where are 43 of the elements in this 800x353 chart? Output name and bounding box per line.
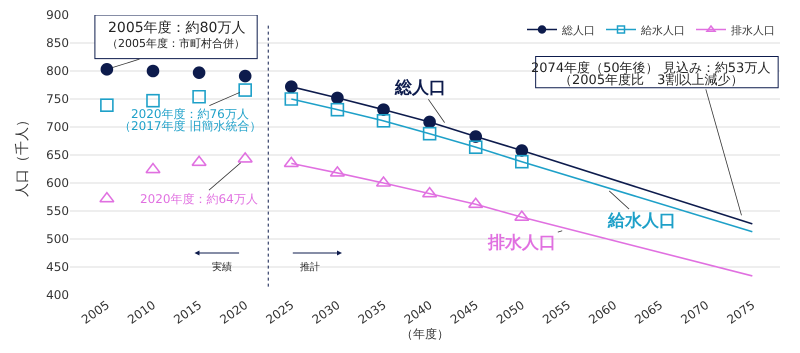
legend-label: 総人口 (561, 24, 595, 37)
annotation: （2017年度 旧簡水統合） (119, 119, 262, 133)
annotation: 2020年度：約64万人 (140, 192, 258, 206)
point (192, 90, 206, 104)
y-tick-label: 900 (46, 8, 69, 22)
point (515, 154, 529, 169)
annotation: 2020年度：約76万人 (131, 107, 249, 121)
point (192, 66, 206, 79)
y-axis-title: 人口（千人） (14, 113, 31, 197)
y-tick-label: 600 (46, 176, 69, 190)
point (376, 114, 390, 128)
point (330, 102, 344, 116)
point (284, 92, 298, 106)
annotation: 実績 (212, 261, 232, 273)
y-tick-label: 800 (46, 64, 69, 78)
point (468, 197, 484, 208)
legend-label: 給水人口 (640, 24, 685, 37)
y-tick-label: 650 (46, 148, 69, 162)
point (238, 83, 252, 97)
point (100, 63, 114, 76)
annotation: 推計 (300, 261, 320, 273)
point (468, 140, 483, 154)
point (191, 155, 207, 166)
y-tick-label: 750 (46, 92, 69, 106)
y-tick-label: 550 (46, 204, 69, 218)
annotation: 総人口 (394, 78, 446, 98)
point (285, 80, 298, 93)
annotation: 排水人口 (487, 233, 556, 253)
annotation: （2005年度：市町村合併） (107, 37, 245, 50)
legend-label: 排水人口 (731, 24, 775, 37)
y-tick-label: 450 (46, 260, 69, 274)
point (238, 70, 252, 82)
point (422, 126, 436, 141)
y-tick-label: 850 (46, 36, 69, 50)
point (146, 94, 160, 108)
x-axis-title: （年度） (401, 326, 449, 341)
annotation: 給水人口 (607, 211, 676, 231)
point (100, 98, 114, 112)
y-tick-label: 700 (46, 120, 69, 134)
y-tick-label: 500 (46, 232, 69, 246)
y-tick-label: 400 (46, 288, 69, 302)
annotation: 2005年度：約80万人 (108, 20, 246, 36)
point (146, 64, 160, 78)
